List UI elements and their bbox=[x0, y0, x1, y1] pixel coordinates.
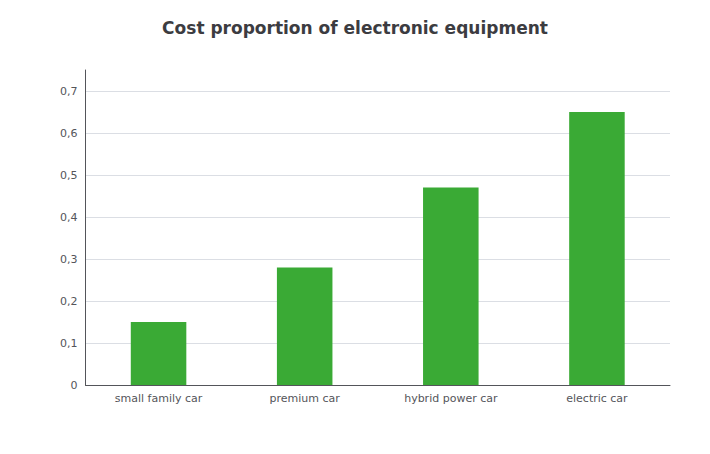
svg-text:electric car: electric car bbox=[566, 392, 628, 405]
svg-text:0,3: 0,3 bbox=[60, 253, 78, 266]
svg-text:0,6: 0,6 bbox=[60, 127, 78, 140]
svg-text:small family car: small family car bbox=[115, 392, 203, 405]
svg-text:0,1: 0,1 bbox=[60, 337, 78, 350]
svg-text:premium car: premium car bbox=[270, 392, 341, 405]
svg-text:0,4: 0,4 bbox=[60, 211, 78, 224]
svg-text:0,7: 0,7 bbox=[60, 85, 78, 98]
svg-text:0,2: 0,2 bbox=[60, 295, 78, 308]
svg-text:0,5: 0,5 bbox=[60, 169, 78, 182]
svg-text:hybrid power car: hybrid power car bbox=[404, 392, 498, 405]
svg-text:Cost proportion of electronic: Cost proportion of electronic equipment bbox=[162, 18, 548, 38]
svg-text:0: 0 bbox=[70, 379, 77, 392]
